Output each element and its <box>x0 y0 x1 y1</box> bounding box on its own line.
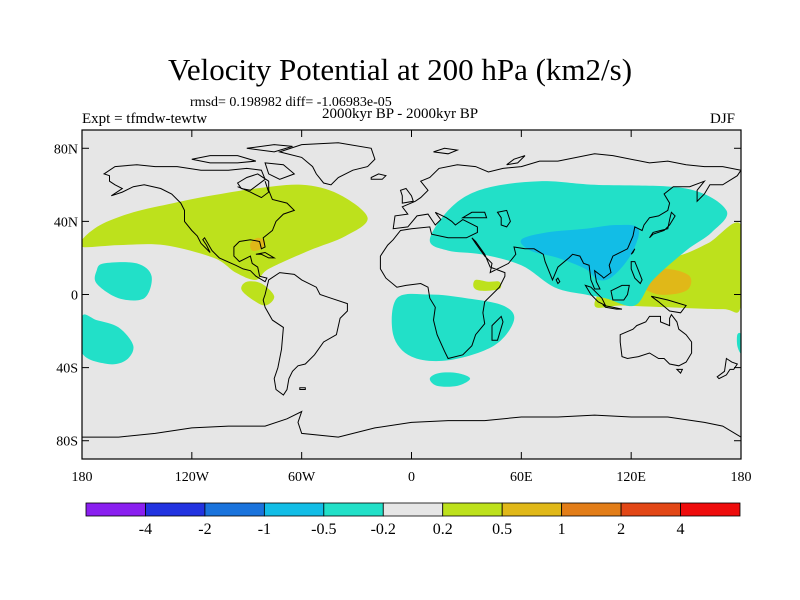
contour-region-8 <box>94 262 152 301</box>
coast-uk <box>399 187 414 204</box>
contour-region-12 <box>736 332 741 354</box>
colorbar-swatch <box>442 502 503 517</box>
colorbar-swatch <box>323 502 384 517</box>
coast-hudson-bay <box>237 181 270 199</box>
coast-sri-lanka <box>555 277 561 285</box>
colorbar-label: -4 <box>139 521 152 538</box>
colorbar-label: 4 <box>677 521 685 538</box>
lat-tick-label: 80N <box>54 142 78 157</box>
colorbar-swatch <box>501 502 563 517</box>
colorbar-swatch <box>620 502 681 517</box>
coast-borneo <box>610 284 630 301</box>
lon-tick-label: 0 <box>408 470 415 485</box>
colorbar-label: -1 <box>258 521 271 538</box>
experiment-label: Expt = tfmdw-tewtw <box>82 111 208 127</box>
season-label: DJF <box>710 111 736 127</box>
contour-region-0 <box>82 184 368 280</box>
colorbar-swatch <box>204 502 265 517</box>
lon-tick-label: 180 <box>731 470 752 485</box>
coast-taiwan <box>630 248 636 255</box>
coast-tasmania <box>675 368 684 374</box>
colorbar-swatch <box>85 502 146 517</box>
coast-japan <box>649 211 676 239</box>
lon-tick-label: 120E <box>616 470 646 485</box>
coast-eurasia-africa <box>379 153 741 360</box>
coast-novaya-zemlya <box>506 155 526 166</box>
lat-tick-label: 40N <box>54 215 78 230</box>
coast-baffin <box>264 162 296 180</box>
colorbar-label: 0.2 <box>433 521 453 538</box>
colorbar-label: -2 <box>198 521 211 538</box>
coast-antarctica <box>82 410 741 438</box>
coast-svalbard <box>433 147 460 155</box>
colorbar-label: -0.5 <box>311 521 336 538</box>
contour-region-10 <box>429 372 471 387</box>
stats-label: rmsd= 0.198982 diff= -1.06983e-05 <box>190 95 392 110</box>
coast-arctic-archipelago <box>191 155 257 164</box>
colorbar: -4 -2 -1 -0.5 -0.2 0.2 0.5 1 2 4 <box>85 502 741 538</box>
colorbar-label: 0.5 <box>492 521 512 538</box>
lat-tick-label: 40S <box>56 362 78 377</box>
colorbar-swatch <box>680 502 741 517</box>
lon-tick-label: 60W <box>288 470 316 485</box>
coast-iceland <box>370 173 387 180</box>
coast-caspian <box>496 209 511 228</box>
coastlines <box>82 142 741 438</box>
colorbar-swatch <box>145 502 206 517</box>
lat-tick-label: 0 <box>71 289 78 304</box>
page-title: Velocity Potential at 200 hPa (km2/s) <box>167 52 633 87</box>
lat-tick-label: 80S <box>56 435 78 450</box>
coast-philippines <box>630 261 643 285</box>
colorbar-label: -0.2 <box>371 521 396 538</box>
colorbar-swatch <box>561 502 622 517</box>
contour-regions <box>82 181 741 387</box>
period-label: 2000kyr BP - 2000kyr BP <box>322 106 479 122</box>
coast-ellesmere <box>246 144 293 153</box>
colorbar-label: 2 <box>617 521 625 538</box>
lon-tick-label: 60E <box>510 470 533 485</box>
lon-tick-label: 180 <box>72 470 93 485</box>
coast-australia <box>619 313 693 367</box>
coast-greenland <box>277 142 376 186</box>
colorbar-label: 1 <box>558 521 566 538</box>
coast-cuba <box>255 251 277 259</box>
colorbar-swatch <box>382 502 444 517</box>
contour-region-9 <box>82 314 134 365</box>
map-axes: 80N 40N 0 40S 80S 180 120W 60W 0 60E 120E 180 <box>54 130 752 485</box>
coast-black-sea <box>460 211 488 219</box>
coast-java <box>602 304 623 310</box>
coast-madagascar <box>491 315 504 341</box>
contour-region-11 <box>473 279 502 291</box>
coast-new-zealand <box>716 357 739 380</box>
coast-south-america <box>262 272 348 396</box>
lon-tick-label: 120W <box>175 470 210 485</box>
coast-new-guinea <box>650 295 687 314</box>
colorbar-swatch <box>263 502 325 517</box>
coast-falklands <box>299 387 306 390</box>
contour-region-1 <box>241 281 275 306</box>
